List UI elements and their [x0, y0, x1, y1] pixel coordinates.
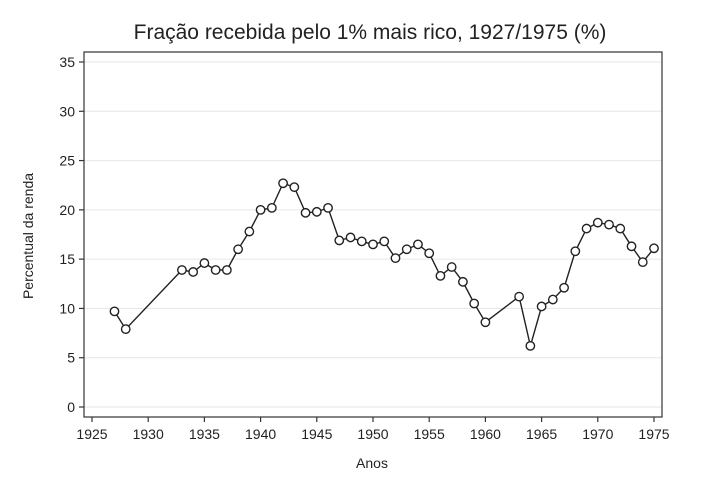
data-point	[221, 265, 232, 275]
x-tick-label: 1965	[526, 426, 557, 442]
data-point	[649, 243, 659, 254]
data-point	[401, 244, 412, 255]
data-point	[637, 257, 648, 267]
data-point	[458, 276, 468, 287]
data-point	[210, 265, 221, 275]
data-point	[266, 202, 277, 213]
y-axis-label: Percentual da renda	[20, 173, 36, 299]
x-tick-label: 1975	[638, 426, 669, 442]
data-point	[615, 223, 626, 234]
y-tick-label: 25	[59, 153, 75, 169]
data-point	[177, 265, 187, 275]
data-point	[581, 223, 592, 234]
x-tick-label: 1970	[582, 426, 613, 442]
data-point	[559, 282, 569, 293]
grid-layer	[84, 61, 662, 408]
data-point	[109, 306, 120, 317]
data-point	[278, 178, 288, 189]
data-point	[424, 248, 435, 259]
data-point	[435, 270, 446, 281]
series-line	[113, 182, 655, 347]
plot-frame	[83, 51, 663, 418]
series-layer	[109, 178, 659, 351]
data-point	[626, 241, 637, 252]
x-tick-label: 1940	[245, 426, 276, 442]
data-point	[592, 217, 603, 228]
y-tick-label: 30	[59, 103, 75, 119]
x-axis-label: Anos	[356, 455, 388, 471]
axes-layer: 0 5 10 15 20 25 30 35 1925 1930 1935 1940 1945 1950 19…	[59, 51, 670, 442]
data-point	[547, 294, 558, 305]
data-point	[368, 239, 378, 250]
data-point	[345, 232, 356, 243]
data-point	[514, 291, 525, 302]
data-point	[604, 219, 614, 230]
x-tick-label: 1960	[470, 426, 501, 442]
data-point	[525, 340, 536, 351]
data-point	[480, 317, 491, 328]
x-tick-label: 1955	[414, 426, 445, 442]
data-point	[311, 206, 322, 217]
x-tick-label: 1935	[189, 426, 220, 442]
data-point	[255, 204, 266, 215]
y-tick-label: 0	[67, 399, 75, 415]
y-tick-label: 15	[59, 251, 75, 267]
data-point	[323, 202, 333, 213]
x-tick-label: 1945	[301, 426, 332, 442]
y-tick-label: 5	[67, 350, 75, 366]
chart-title: Fração recebida pelo 1% mais rico, 1927/…	[134, 21, 607, 44]
data-point	[188, 267, 199, 277]
x-tick-label: 1930	[133, 426, 164, 442]
data-point	[199, 258, 210, 268]
data-point	[334, 235, 345, 246]
data-point	[289, 182, 300, 193]
data-point	[300, 207, 311, 218]
y-tick-label: 35	[59, 54, 75, 70]
data-point	[413, 239, 423, 250]
data-point	[244, 226, 255, 237]
data-point	[379, 236, 390, 247]
data-point	[446, 262, 457, 272]
data-point	[356, 236, 367, 247]
data-point	[390, 253, 401, 264]
data-point	[120, 324, 131, 335]
x-tick-label: 1950	[357, 426, 388, 442]
data-point	[536, 301, 547, 312]
data-point	[469, 298, 480, 309]
data-point	[570, 246, 581, 257]
y-tick-label: 20	[59, 202, 75, 218]
x-tick-label: 1925	[76, 426, 107, 442]
data-point	[233, 244, 244, 255]
y-tick-label: 10	[59, 300, 75, 316]
